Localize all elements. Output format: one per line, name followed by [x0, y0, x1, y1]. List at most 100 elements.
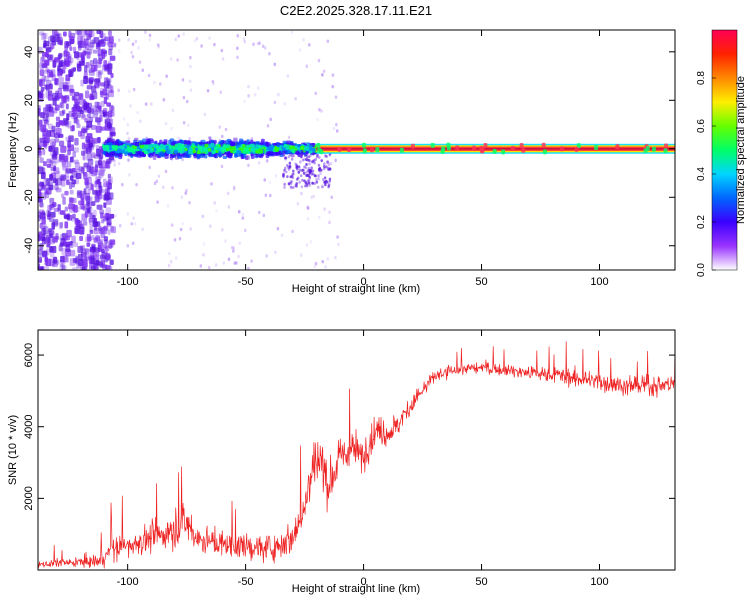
ridge-peak: [316, 147, 675, 150]
heatmap-noise-cell: [57, 88, 63, 95]
heatmap-band-cell: [317, 167, 321, 171]
colorbar: 0.0 0.2 0.4 0.6 0.8 Normalized spectral ampl…: [696, 29, 747, 277]
heatmap-noise-cell: [84, 248, 89, 253]
heatmap-noise-cell: [107, 192, 114, 200]
heatmap-band-cell: [294, 162, 297, 166]
heatmap-noise-cell: [94, 78, 101, 83]
heatmap-noise-cell: [96, 70, 101, 78]
heatmap-noise-cell: [200, 44, 203, 48]
heatmap-noise-cell: [122, 117, 126, 121]
heatmap-band-cell: [116, 150, 121, 154]
heatmap-noise-cell: [57, 32, 62, 40]
heatmap-noise-cell: [39, 31, 45, 36]
heatmap-noise-cell: [233, 261, 237, 265]
heatmap-noise-cell: [66, 213, 70, 220]
heatmap-noise-cell: [199, 264, 203, 268]
heatmap-noise-cell: [258, 41, 261, 46]
heatmap-noise-cell: [86, 51, 91, 59]
heatmap-noise-cell: [188, 79, 192, 84]
heatmap-band-cell: [328, 167, 332, 171]
heatmap-noise-cell: [39, 157, 44, 164]
heatmap-band-cell: [305, 174, 309, 178]
heatmap-noise-cell: [305, 64, 309, 69]
ridge-spot: [430, 142, 435, 148]
heatmap-noise-cell: [59, 242, 65, 247]
heatmap-noise-cell: [329, 161, 333, 166]
heatmap-noise-cell: [162, 185, 165, 190]
heatmap-band-cell: [232, 145, 236, 151]
heatmap-noise-cell: [273, 100, 277, 105]
heatmap-band-cell: [327, 168, 330, 172]
heatmap-noise-cell: [189, 64, 192, 69]
heatmap-noise-cell: [126, 123, 130, 127]
heatmap-noise-cell: [55, 170, 61, 179]
heatmap-noise-cell: [105, 207, 112, 214]
heatmap-noise-cell: [232, 249, 235, 253]
heatmap-band-cell: [239, 140, 245, 144]
heatmap-band-cell: [282, 147, 287, 151]
heatmap-noise-cell: [170, 126, 173, 131]
heatmap-noise-cell: [42, 142, 48, 148]
heatmap-noise-cell: [218, 125, 221, 129]
heatmap-noise-cell: [243, 39, 246, 44]
heatmap-band-cell: [234, 152, 238, 158]
heatmap-noise-cell: [93, 107, 99, 116]
heatmap-noise-cell: [247, 94, 250, 98]
heatmap-band-cell: [229, 140, 233, 146]
heatmap-noise-cell: [83, 188, 87, 195]
heatmap-noise-cell: [236, 55, 239, 60]
heatmap-noise-cell: [268, 180, 272, 185]
heatmap-noise-cell: [109, 239, 116, 245]
heatmap-noise-cell: [101, 48, 106, 54]
heatmap-noise-cell: [114, 43, 117, 47]
heatmap-band-cell: [193, 153, 197, 159]
heatmap-noise-cell: [49, 138, 56, 146]
heatmap-noise-cell: [103, 194, 109, 201]
heatmap-noise-cell: [45, 44, 50, 52]
heatmap-noise-cell: [86, 200, 90, 206]
heatmap-noise-cell: [266, 124, 270, 128]
heatmap-band-cell: [285, 170, 288, 174]
heatmap-noise-cell: [77, 191, 81, 196]
heatmap-band-cell: [325, 155, 329, 159]
heatmap-noise-cell: [59, 102, 63, 108]
heatmap-noise-cell: [58, 140, 65, 147]
heatmap-noise-cell: [60, 180, 66, 187]
heatmap-noise-cell: [46, 163, 52, 168]
heatmap-noise-cell: [74, 98, 80, 105]
ridge-spot: [446, 145, 451, 151]
heatmap-noise-cell: [127, 158, 130, 162]
heatmap-noise-cell: [68, 69, 74, 77]
heatmap-noise-cell: [41, 250, 48, 257]
heatmap-noise-cell: [203, 112, 207, 117]
heatmap-noise-cell: [167, 263, 171, 268]
heatmap-noise-cell: [91, 170, 98, 177]
ridge-spot: [541, 142, 546, 148]
heatmap-noise-cell: [57, 65, 61, 72]
heatmap-band-cell: [294, 150, 300, 155]
heatmap-noise-cell: [59, 176, 65, 181]
heatmap-noise-cell: [72, 267, 78, 270]
heatmap-noise-cell: [41, 216, 46, 225]
heatmap-noise-cell: [69, 197, 75, 203]
heatmap-noise-cell: [98, 105, 102, 111]
heatmap-noise-cell: [80, 248, 87, 256]
heatmap-noise-cell: [336, 235, 339, 239]
heatmap-band-cell: [297, 165, 301, 169]
heatmap-noise-cell: [100, 87, 104, 94]
heatmap-band-cell: [323, 176, 327, 180]
heatmap-noise-cell: [85, 90, 90, 99]
heatmap-noise-cell: [101, 226, 105, 234]
heatmap-noise-cell: [66, 179, 70, 186]
ridge-spot: [615, 144, 620, 150]
heatmap-noise-cell: [157, 174, 161, 178]
heatmap-noise-cell: [80, 197, 85, 206]
heatmap-noise-cell: [46, 158, 52, 164]
heatmap-noise-cell: [88, 44, 94, 51]
ridge-spot: [483, 142, 488, 148]
heatmap-noise-cell: [283, 182, 286, 186]
heatmap-noise-cell: [48, 103, 53, 112]
ridge-spot: [645, 146, 650, 152]
heatmap-noise-cell: [79, 235, 84, 242]
heatmap-noise-cell: [43, 265, 49, 270]
